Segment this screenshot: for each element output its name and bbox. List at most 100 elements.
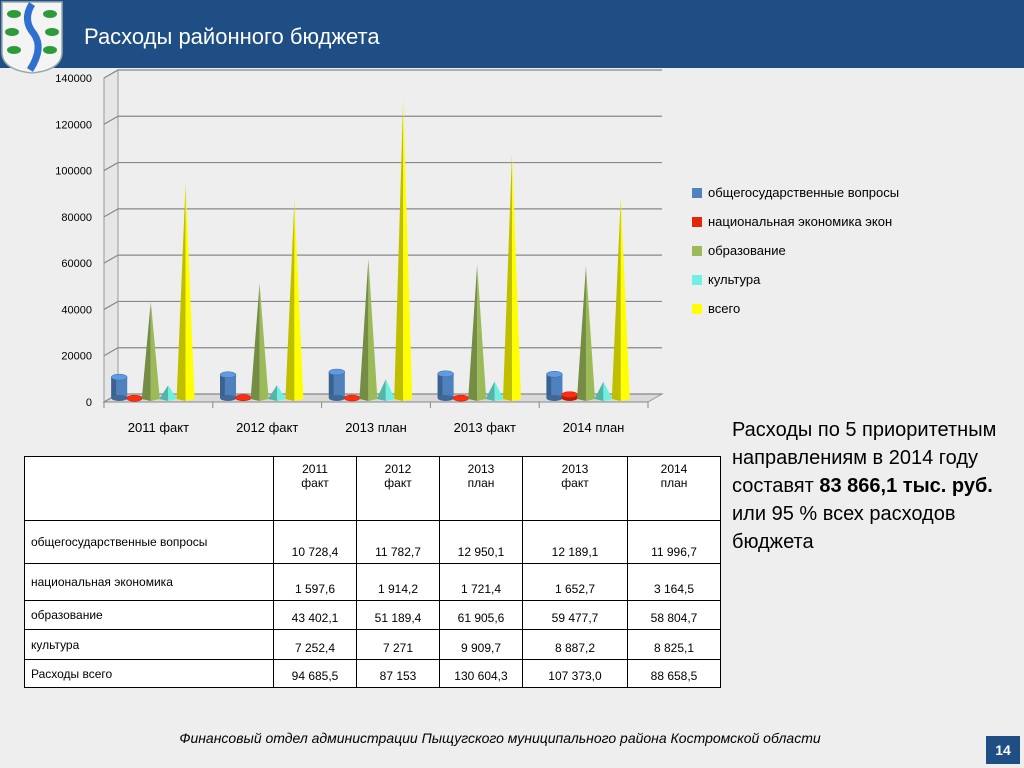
cell: 94 685,5 (273, 659, 357, 688)
cell: 7 252,4 (273, 629, 357, 660)
cell: 43 402,1 (273, 600, 357, 630)
cell: 1 597,6 (273, 563, 357, 601)
page-number: 14 (986, 736, 1020, 764)
x-category-label: 2012 факт (236, 420, 298, 435)
bar-cylinder-top (452, 394, 470, 402)
legend-item: всего (692, 294, 899, 323)
bar-cylinder-top (343, 394, 361, 402)
table-header-cell: 2012 факт (356, 456, 440, 521)
bar-cone-right (276, 385, 286, 401)
bar-cone-right (259, 283, 269, 401)
cell: 3 164,5 (627, 563, 721, 601)
cell: 11 782,7 (356, 520, 440, 564)
y-tick-label: 0 (86, 397, 92, 409)
bar-cone-left (267, 385, 277, 401)
bar-cone-right (185, 182, 195, 401)
footer-text: Финансовый отдел администрации Пыщугског… (179, 730, 821, 746)
table-row: общегосударственные вопросы 10 728,4 11 … (24, 520, 721, 564)
legend-item: образование (692, 236, 899, 265)
legend-swatch (692, 274, 702, 285)
bar-cylinder-shade (328, 372, 334, 398)
x-category-label: 2013 факт (454, 420, 516, 435)
gridline (103, 254, 662, 264)
bar-cylinder-top (235, 394, 252, 401)
bar-cylinder-top (546, 370, 563, 378)
cell: 1 721,4 (439, 563, 523, 601)
y-tick-label: 40000 (61, 304, 92, 316)
summary-amount: 83 866,1 тыс. руб. (819, 475, 993, 497)
gridline (103, 115, 662, 125)
table-header-cell: 2013 план (439, 456, 523, 521)
bar-cylinder-base (546, 395, 563, 401)
gridline (103, 69, 662, 79)
bar-cone-left (141, 301, 151, 401)
table-header-cell: 2011 факт (273, 456, 357, 521)
table-header-cell: 2014 план (627, 456, 721, 521)
bar-cone-left (485, 381, 495, 401)
legend-swatch (692, 187, 702, 198)
header-bar: Расходы районного бюджета (0, 0, 1024, 68)
row-label: культура (24, 629, 274, 660)
bar-cylinder-base (220, 395, 237, 401)
summary-text: Расходы по 5 приоритетным направлениям в… (732, 416, 1012, 556)
table-row: национальная экономика 1 597,6 1 914,2 1… (24, 563, 721, 601)
bar-cone-left (468, 264, 478, 401)
cell: 10 728,4 (273, 520, 357, 564)
bar-cone-right (385, 379, 395, 401)
legend-label: национальная экономика экон (708, 214, 893, 229)
bar-cylinder-base (328, 395, 345, 401)
budget-chart: 0 20000 40000 60000 80000 100000 120000 140000 2… (55, 69, 664, 435)
chart-legend: общегосударственные вопросы национальная … (692, 178, 899, 323)
bar-cone-right (512, 153, 521, 401)
cell: 130 604,3 (439, 659, 523, 688)
bar-cylinder-base (437, 395, 454, 401)
row-label: Расходы всего (24, 659, 274, 688)
page-title: Расходы районного бюджета (84, 24, 380, 49)
bar-cylinder-top (328, 368, 346, 376)
table-row: образование 43 402,1 51 189,4 61 905,6 5… (24, 600, 721, 630)
bar-cone-left (611, 196, 621, 401)
summary-part1: Расходы по 5 приоритетным направлениям в… (732, 419, 997, 497)
cell: 8 887,2 (522, 629, 628, 660)
cell: 11 996,7 (627, 520, 721, 564)
bar-cone-left (576, 265, 586, 401)
row-label: национальная экономика (24, 563, 274, 601)
legend-swatch (692, 245, 702, 256)
cell: 61 905,6 (439, 600, 523, 630)
bar-cone-left (394, 99, 404, 402)
cell: 58 804,7 (627, 600, 721, 630)
cell: 9 909,7 (439, 629, 523, 660)
y-tick-label: 100000 (55, 166, 92, 178)
table-row: Расходы всего 94 685,5 87 153 130 604,3 … (24, 659, 721, 688)
bar-cylinder-top (219, 371, 237, 378)
x-category-label: 2011 факт (128, 420, 189, 435)
x-category-label: 2014 план (563, 420, 625, 435)
table-header-row: 2011 факт 2012 факт 2013 план 2013 факт 2014… (24, 456, 721, 521)
cell: 12 950,1 (439, 520, 523, 564)
bar-cylinder-top (437, 370, 454, 378)
bar-cone-right (403, 99, 413, 402)
cell: 1 914,2 (356, 563, 440, 601)
legend-swatch (692, 303, 702, 314)
cell: 88 658,5 (627, 659, 721, 688)
bar-cylinder-top (126, 395, 143, 402)
gridline (103, 208, 662, 218)
legend-label: всего (708, 301, 741, 316)
y-tick-label: 80000 (61, 212, 92, 224)
bar-cylinder-shade (220, 374, 225, 398)
bar-cone-left (250, 283, 260, 401)
bar-cone-left (359, 258, 369, 401)
bar-cone-right (294, 200, 304, 401)
y-tick-label: 140000 (55, 73, 92, 85)
bar-cylinder-shade (546, 374, 552, 398)
bar-cylinder-base (111, 395, 128, 401)
bar-cone-right (603, 381, 613, 401)
summary-part2: или 95 % всех расходов бюджета (732, 503, 956, 553)
cell: 51 189,4 (356, 600, 440, 630)
bar-cone-left (159, 385, 169, 401)
bar-cone-left (594, 381, 604, 401)
bar-cone-left (503, 153, 512, 401)
legend-item: общегосударственные вопросы (692, 178, 899, 207)
gridline (103, 161, 662, 172)
cell: 107 373,0 (522, 659, 628, 688)
